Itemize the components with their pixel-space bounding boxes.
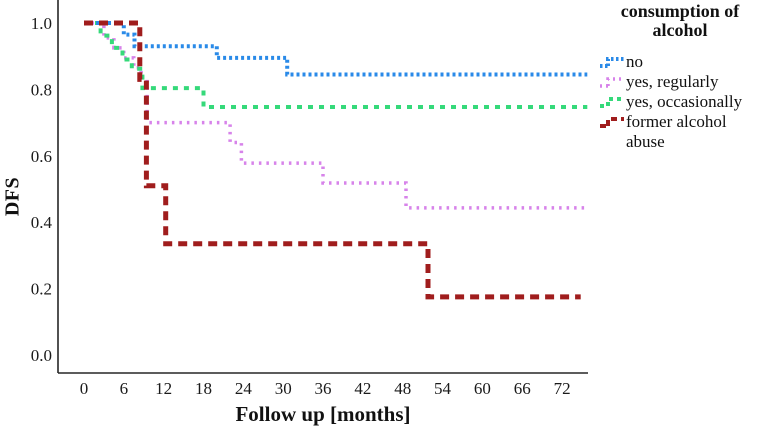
x-tick-label: 36 (315, 379, 332, 398)
x-tick-label: 0 (80, 379, 89, 398)
curve-yes-regularly (84, 21, 588, 210)
y-tick-label: 0.2 (31, 280, 52, 299)
axis-tick-labels: 0 6 12 18 24 30 36 42 48 54 60 66 72 0.0 0.2 0.4 0.6 0.8 1… (31, 14, 571, 398)
x-tick-label: 6 (120, 379, 129, 398)
y-tick-label: 0.6 (31, 147, 52, 166)
legend-key-no-icon (600, 57, 624, 68)
legend-title-line1: consumption of (620, 1, 740, 21)
x-tick-label: 66 (514, 379, 531, 398)
legend-items: no yes, regularly yes, occasionally form… (598, 52, 762, 152)
legend-key-yes-regularly-icon (600, 77, 624, 88)
y-tick-label: 0.0 (31, 346, 52, 365)
x-tick-label: 18 (195, 379, 212, 398)
y-axis-title: DFS (1, 176, 24, 217)
curve-yes-occasionally (84, 21, 588, 109)
legend-label-former-alcohol-abuse: former alcohol abuse (626, 112, 727, 151)
legend: consumption of alcohol no yes, regularly (598, 2, 762, 152)
legend-title-line2: alcohol (652, 20, 708, 40)
legend-item-yes-occasionally: yes, occasionally (598, 92, 762, 112)
x-tick-label: 24 (235, 379, 253, 398)
x-tick-label: 42 (354, 379, 371, 398)
legend-title: consumption of alcohol (598, 2, 762, 40)
legend-label-yes-occasionally: yes, occasionally (626, 92, 743, 111)
y-tick-label: 0.8 (31, 80, 52, 99)
x-tick-label: 60 (474, 379, 491, 398)
legend-label-no: no (626, 52, 643, 71)
x-tick-label: 48 (394, 379, 411, 398)
x-tick-label: 30 (275, 379, 292, 398)
legend-item-former-alcohol-abuse: former alcohol abuse (598, 112, 762, 152)
y-tick-label: 1.0 (31, 14, 52, 33)
x-tick-label: 54 (434, 379, 452, 398)
curve-no (84, 21, 588, 77)
x-tick-label: 12 (155, 379, 172, 398)
survival-curves (84, 20, 588, 300)
x-tick-label: 72 (554, 379, 571, 398)
y-tick-label: 0.4 (31, 213, 53, 232)
legend-item-no: no (598, 52, 762, 72)
x-axis-title: Follow up [months] (235, 402, 411, 426)
legend-label-yes-regularly: yes, regularly (626, 72, 719, 91)
legend-item-yes-regularly: yes, regularly (598, 72, 762, 92)
legend-key-former-alcohol-abuse-icon (600, 117, 624, 128)
legend-key-yes-occasionally-icon (600, 97, 624, 108)
curve-former-alcohol-abuse (84, 20, 581, 300)
